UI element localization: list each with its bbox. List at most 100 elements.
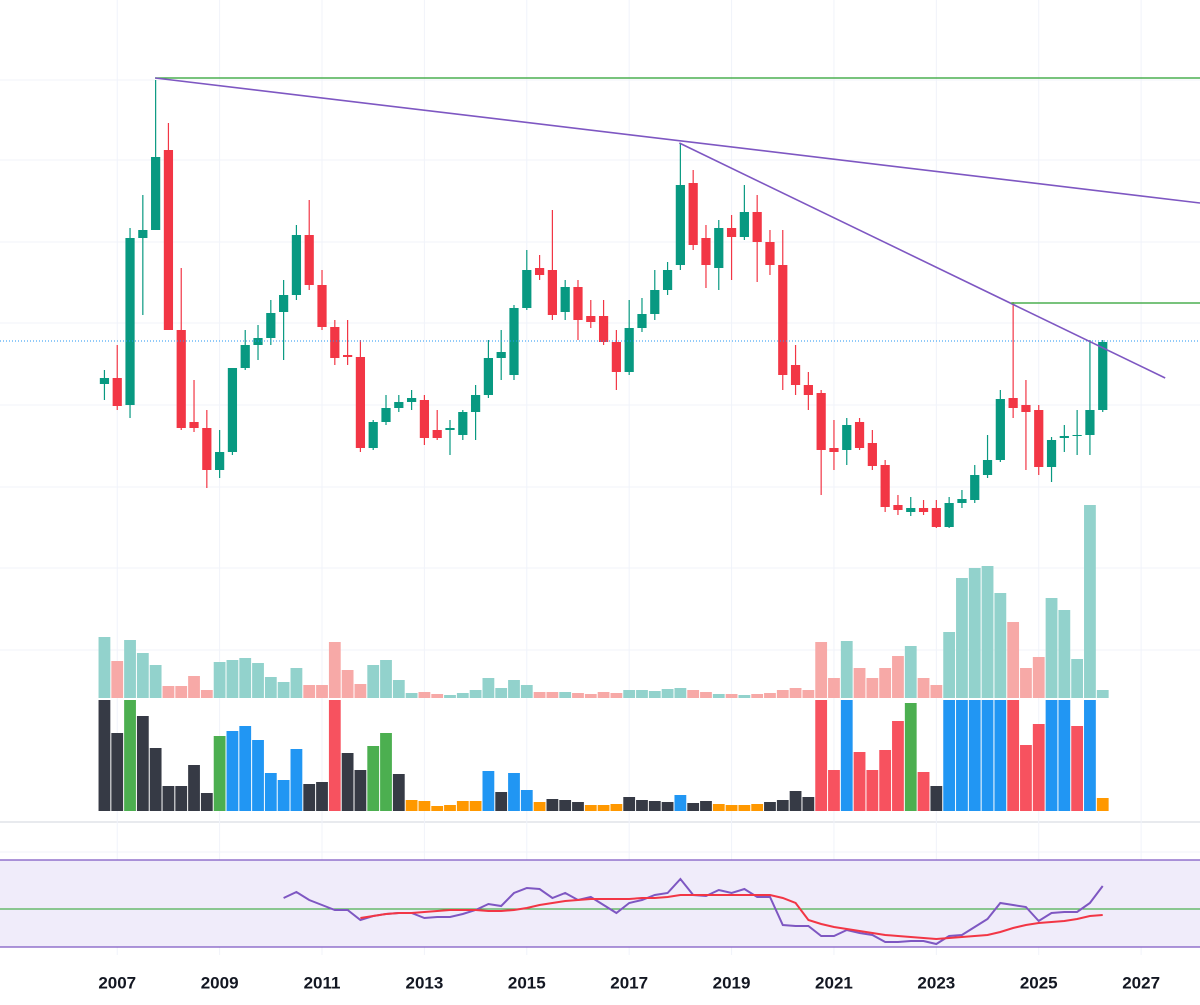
volume-bar — [226, 660, 239, 698]
volume-bar — [200, 690, 213, 698]
candle-body — [547, 270, 557, 315]
x-tick-label: 2015 — [508, 973, 546, 992]
volume-bar — [316, 782, 328, 811]
volume-bar — [495, 688, 508, 698]
volume-bar — [968, 700, 981, 811]
volume-bar — [712, 694, 725, 698]
volume-bar — [354, 770, 367, 811]
volume-bar — [341, 670, 354, 698]
candle-body — [406, 398, 417, 402]
candle-body — [151, 157, 161, 230]
x-tick-label: 2023 — [917, 973, 955, 992]
volume-bar — [431, 806, 444, 811]
candle-body — [957, 499, 967, 503]
candle-body — [867, 443, 877, 466]
candle-body — [99, 378, 110, 384]
volume-bar — [661, 689, 674, 698]
volume-bar — [572, 693, 584, 698]
volume-bar — [712, 804, 725, 811]
volume-bar — [303, 685, 316, 698]
volume-bar — [994, 700, 1007, 811]
candle-body — [662, 270, 673, 290]
volume-bar — [328, 700, 341, 811]
volume-bar — [1020, 668, 1032, 698]
volume-bar — [674, 795, 687, 811]
volume-bar — [661, 802, 674, 811]
volume-bar — [1058, 610, 1071, 698]
candle-body — [1098, 342, 1108, 410]
volume-bar — [674, 688, 687, 698]
volume-bar — [405, 693, 418, 698]
volume-bar — [738, 695, 751, 698]
trend-line — [679, 142, 1166, 379]
volume-bar — [751, 694, 764, 698]
volume-bar — [520, 790, 533, 811]
volume-bar — [648, 691, 661, 698]
candle-body — [714, 228, 724, 268]
candle-body — [803, 385, 813, 395]
candle-body — [854, 422, 865, 448]
candle-body — [931, 508, 941, 527]
candle-body — [739, 212, 749, 237]
volume-bar — [700, 692, 712, 698]
volume-bar — [495, 792, 508, 811]
volume-bar — [213, 662, 226, 698]
volume-bar — [879, 668, 892, 698]
volume-bar — [252, 740, 264, 811]
candle-body — [291, 235, 302, 295]
volume-bar — [1007, 622, 1020, 698]
volume-bar — [853, 668, 866, 698]
candle-body — [918, 508, 929, 512]
candle-body — [355, 357, 366, 448]
candle-body — [522, 270, 532, 308]
volume-bar — [392, 774, 405, 811]
volume-bar — [520, 685, 533, 698]
volume-bar — [290, 668, 303, 698]
volume-bar — [392, 680, 405, 698]
candle-body — [1008, 398, 1018, 408]
volume-bar — [1007, 700, 1020, 811]
volume-bar — [239, 726, 252, 811]
candle-body — [394, 402, 404, 408]
x-tick-label: 2025 — [1020, 973, 1058, 992]
candle-body — [880, 465, 890, 507]
volume-bar — [776, 690, 789, 698]
candle-body — [1085, 410, 1095, 435]
volume-bar — [136, 653, 149, 698]
candle-body — [752, 212, 762, 242]
volume-bar — [111, 661, 124, 698]
volume-bar — [981, 566, 994, 698]
volume-bar — [994, 593, 1007, 698]
volume-bar — [968, 568, 981, 698]
volume-bar — [328, 642, 341, 698]
volume-bar — [444, 695, 456, 698]
candle-body — [829, 448, 839, 452]
volume-bar — [815, 700, 828, 811]
volume-bar — [111, 733, 124, 811]
candle-body — [970, 475, 980, 500]
volume-bar — [98, 700, 111, 811]
candle-body — [1072, 435, 1082, 436]
candle-body — [624, 328, 634, 372]
volume-bar — [277, 682, 290, 698]
volume-bar — [380, 733, 392, 811]
candle-body — [701, 238, 711, 265]
volume-bar — [1096, 690, 1109, 698]
volume-bar — [687, 803, 700, 811]
candle-body — [726, 228, 737, 237]
volume-bar — [264, 677, 277, 698]
volume-bar — [482, 771, 495, 811]
candle-body — [445, 428, 455, 430]
candle-body — [534, 268, 545, 275]
volume-bar — [879, 750, 892, 811]
volume-bar — [354, 684, 367, 698]
volume-bar — [1032, 724, 1045, 811]
volume-bar — [200, 793, 213, 811]
volume-bar — [213, 736, 226, 811]
volume-bar — [124, 700, 136, 811]
volume-bar — [277, 780, 290, 811]
volume-bar — [840, 641, 853, 698]
volume-bar — [802, 690, 815, 698]
candle-body — [202, 428, 212, 470]
volume-bar — [700, 801, 712, 811]
